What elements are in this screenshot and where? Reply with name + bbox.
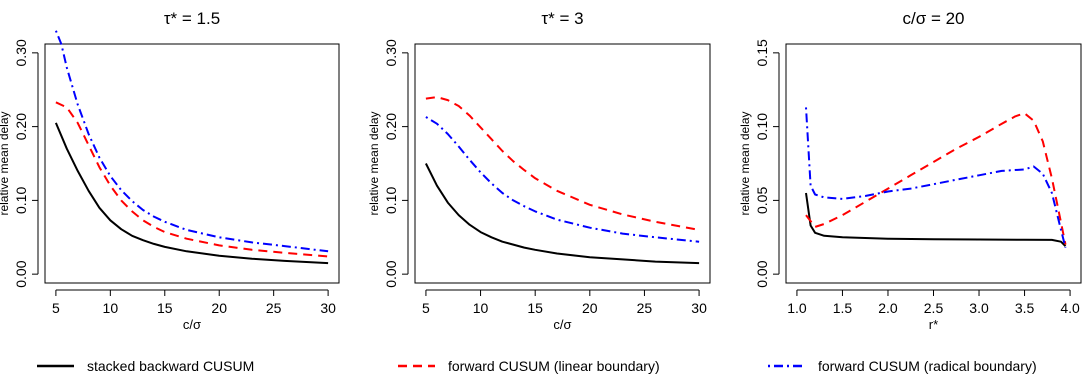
plot-frame bbox=[414, 43, 711, 284]
legend-label: stacked backward CUSUM bbox=[87, 358, 254, 374]
y-tick-label: 0.20 bbox=[383, 113, 399, 140]
x-tick-label: 3.0 bbox=[969, 300, 989, 316]
y-tick-label: 0.10 bbox=[13, 187, 29, 214]
x-tick-label: 15 bbox=[527, 300, 543, 316]
series-line-2 bbox=[805, 112, 1067, 245]
series-line-3 bbox=[425, 116, 700, 243]
x-tick-label: 25 bbox=[637, 300, 653, 316]
x-axis-label: r* bbox=[929, 317, 938, 332]
series-line-2 bbox=[425, 96, 700, 231]
panel-2: τ* = 3 5 10 15 20 25 30 c/σ 0.00 0.10 0.20 0.30 rela… bbox=[367, 9, 711, 332]
x-tick-label: 30 bbox=[320, 300, 336, 316]
x-tick-label: 20 bbox=[211, 300, 227, 316]
series-line-3 bbox=[54, 30, 329, 253]
panel-3: c/σ = 20 1.0 1.5 2.0 2.5 3.0 3.5 4.0 r* 0.00 0.05 0… bbox=[738, 9, 1082, 332]
x-tick-label: 5 bbox=[52, 300, 60, 316]
plot-frame bbox=[785, 43, 1082, 284]
legend-label: forward CUSUM (radical boundary) bbox=[818, 358, 1037, 374]
legend-label: forward CUSUM (linear boundary) bbox=[448, 358, 660, 374]
legend: stacked backward CUSUM forward CUSUM (lin… bbox=[37, 358, 1037, 374]
x-axis-label: c/σ bbox=[553, 317, 571, 332]
x-tick-label: 10 bbox=[103, 300, 119, 316]
x-tick-label: 10 bbox=[473, 300, 489, 316]
plot-frame bbox=[44, 43, 340, 284]
chart-title: τ* = 3 bbox=[541, 9, 583, 28]
x-tick-label: 25 bbox=[266, 300, 282, 316]
x-tick-label: 4.0 bbox=[1060, 300, 1080, 316]
x-tick-label: 3.5 bbox=[1015, 300, 1035, 316]
x-tick-label: 1.5 bbox=[833, 300, 853, 316]
panel-1: τ* = 1.5 5 10 15 20 25 30 c/σ 0.00 0.10 0.20 0.30 re… bbox=[0, 9, 340, 332]
y-tick-label: 0.00 bbox=[754, 260, 770, 287]
series-line-1 bbox=[54, 122, 329, 265]
y-tick-label: 0.15 bbox=[754, 39, 770, 66]
y-tick-label: 0.10 bbox=[383, 187, 399, 214]
y-tick-label: 0.10 bbox=[754, 113, 770, 140]
series-line-1 bbox=[425, 163, 700, 265]
y-tick-label: 0.00 bbox=[13, 260, 29, 287]
series-line-2 bbox=[55, 101, 329, 258]
chart-title: τ* = 1.5 bbox=[164, 9, 220, 28]
x-tick-label: 2.0 bbox=[878, 300, 898, 316]
y-tick-label: 0.05 bbox=[754, 187, 770, 214]
chart-title: c/σ = 20 bbox=[903, 9, 965, 28]
x-tick-label: 1.0 bbox=[787, 300, 807, 316]
x-tick-label: 15 bbox=[157, 300, 173, 316]
x-tick-label: 20 bbox=[582, 300, 598, 316]
x-tick-label: 5 bbox=[422, 300, 430, 316]
x-tick-label: 2.5 bbox=[924, 300, 944, 316]
series-line-1 bbox=[805, 192, 1067, 247]
x-tick-label: 30 bbox=[691, 300, 707, 316]
x-axis-label: c/σ bbox=[183, 317, 201, 332]
y-tick-label: 0.30 bbox=[13, 39, 29, 66]
y-tick-label: 0.30 bbox=[383, 39, 399, 66]
series-line-3 bbox=[805, 107, 1067, 248]
y-tick-label: 0.20 bbox=[13, 113, 29, 140]
y-axis-label: relative mean delay bbox=[0, 111, 11, 215]
y-axis-label: relative mean delay bbox=[367, 111, 381, 215]
y-tick-label: 0.00 bbox=[383, 260, 399, 287]
y-axis-label: relative mean delay bbox=[738, 111, 752, 215]
